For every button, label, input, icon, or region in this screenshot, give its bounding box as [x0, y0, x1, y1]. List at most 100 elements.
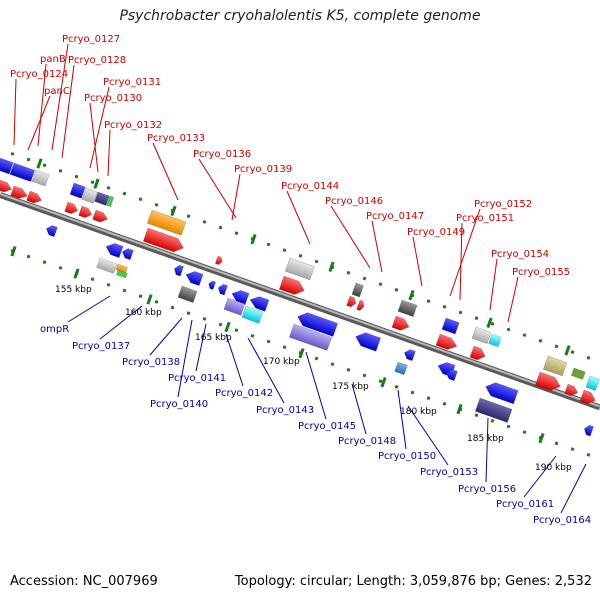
reverse-gene-label: Pcryo_0153 [420, 467, 478, 478]
outer-gene [351, 282, 364, 298]
outer-gene-shape [471, 326, 492, 345]
forward-leader-line [89, 102, 99, 173]
inner-track-dot [122, 288, 127, 293]
forward-gene-shape [391, 315, 410, 331]
inner-gene-shape [474, 397, 513, 423]
forward-gene-shape [564, 383, 579, 396]
inner-track-dot [26, 254, 31, 259]
forward-gene-shape [356, 299, 365, 311]
inner-gene [96, 257, 118, 274]
outer-gene-shape [488, 333, 502, 348]
outer-track-dot [298, 253, 303, 258]
forward-gene-label: Pcryo_0136 [193, 149, 251, 160]
outer-gene-shape [146, 209, 187, 236]
outer-track-dot [458, 310, 463, 315]
inner-major-tick [146, 294, 153, 305]
inner-track-dot [250, 333, 255, 338]
forward-gene [356, 299, 365, 311]
inner-track-dot [330, 362, 335, 367]
outer-gene [570, 367, 586, 380]
outer-gene-shape [0, 157, 14, 175]
outer-gene [488, 333, 502, 348]
outer-gene-shape [397, 299, 418, 318]
forward-leader-line [489, 258, 498, 311]
inner-track-dot [570, 447, 575, 452]
inner-track-dot [522, 430, 527, 435]
reverse-leader-line [67, 295, 111, 323]
forward-gene-label: panC [44, 86, 70, 97]
outer-track-dot [538, 338, 543, 343]
forward-gene [391, 315, 410, 331]
forward-gene-shape [26, 190, 42, 204]
map-title: Psychrobacter cryohalolentis K5, complet… [119, 8, 481, 24]
reverse-gene-label: Pcryo_0138 [122, 357, 180, 368]
forward-gene-shape [534, 371, 561, 391]
forward-gene [78, 205, 93, 218]
inner-gene [394, 361, 408, 376]
forward-leader-line [231, 173, 241, 221]
forward-leader-line [27, 95, 51, 151]
reverse-gene-label: Pcryo_0156 [458, 484, 516, 495]
forward-gene-label: Pcryo_0132 [104, 120, 162, 131]
reverse-leader-line [225, 333, 244, 387]
forward-gene [92, 209, 108, 223]
forward-gene-shape [64, 201, 79, 214]
reverse-leader-line [177, 319, 193, 398]
backbone-highlight [0, 193, 600, 408]
forward-gene-label: Pcryo_0155 [512, 267, 570, 278]
reverse-leader-line [149, 317, 183, 356]
forward-gene [346, 295, 357, 308]
forward-gene-shape [92, 209, 108, 223]
outer-track-dot [90, 180, 95, 185]
forward-gene-label: Pcryo_0149 [407, 227, 465, 238]
forward-gene [64, 201, 79, 214]
reverse-gene [105, 243, 124, 259]
reverse-gene-label: Pcryo_0143 [256, 405, 314, 416]
outer-track-dot [394, 287, 399, 292]
inner-track-dot [234, 328, 239, 333]
outer-track-dot [10, 151, 15, 156]
reverse-gene-label: Pcryo_0141 [168, 373, 226, 384]
outer-track-dot [282, 248, 287, 253]
reverse-gene [485, 382, 519, 405]
scale-label: 160 kbp [125, 308, 162, 318]
forward-gene [534, 371, 561, 391]
outer-gene [31, 169, 50, 187]
inner-track-dot [42, 260, 47, 265]
inner-gene-shape [241, 305, 264, 324]
forward-gene [214, 255, 223, 265]
outer-track-dot [426, 299, 431, 304]
inner-track-dot [266, 339, 271, 344]
inner-major-tick [73, 268, 80, 279]
reverse-leader-line [305, 351, 327, 420]
forward-gene-label: Pcryo_0124 [10, 69, 68, 80]
reverse-gene-shape [217, 283, 228, 296]
forward-leader-line [37, 63, 47, 147]
outer-track-dot [570, 350, 575, 355]
forward-gene-shape [435, 333, 458, 350]
outer-major-tick [564, 345, 571, 356]
reverse-leader-line [247, 337, 285, 404]
forward-gene-shape [579, 389, 596, 405]
forward-leader-line [371, 220, 383, 273]
outer-gene [585, 375, 600, 392]
inner-gene [241, 305, 264, 324]
reverse-gene-shape [105, 243, 124, 259]
outer-gene-shape [585, 375, 600, 392]
reverse-gene-label: Pcryo_0148 [338, 436, 396, 447]
forward-gene-shape [10, 185, 28, 199]
inner-track-dot [202, 316, 207, 321]
outer-gene [81, 187, 98, 204]
outer-major-tick [93, 178, 100, 189]
outer-gene [146, 209, 187, 236]
inner-gene-shape [115, 269, 128, 279]
outer-gene-shape [69, 182, 86, 199]
forward-gene [564, 383, 579, 396]
outer-gene [441, 317, 460, 335]
inner-track-dot [138, 294, 143, 299]
outer-gene [106, 195, 115, 208]
inner-track-dot [490, 418, 495, 423]
outer-gene [542, 355, 568, 377]
reverse-leader-line [560, 463, 587, 514]
outer-gene-shape [542, 355, 568, 377]
